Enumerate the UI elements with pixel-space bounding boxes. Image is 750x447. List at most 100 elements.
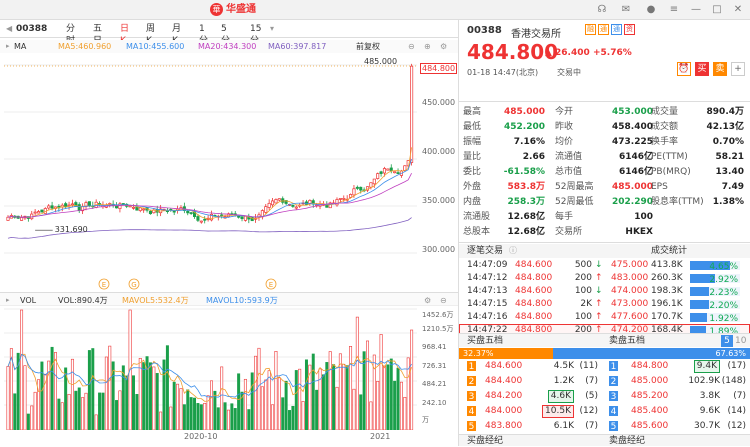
menu-icon[interactable]: ≡	[669, 4, 679, 15]
plus-icon[interactable]: ⊕	[424, 42, 431, 51]
bid-level[interactable]: 4 484.000 10.5K (12)	[459, 405, 604, 418]
bid-size: 10.5K	[542, 405, 574, 418]
badge: 通	[611, 24, 622, 35]
trade-volume: 100	[574, 286, 592, 296]
volume-bar	[16, 352, 20, 430]
stat-row: 振幅 7.16% 均价 473.225 换手率 0.70%	[459, 136, 750, 149]
volume-bar	[386, 364, 390, 430]
bid-level[interactable]: 2 484.400 1.2K (7)	[459, 375, 604, 388]
settings-icon[interactable]: ⚙	[440, 42, 448, 51]
price-tick: 400.000	[422, 147, 456, 156]
bid-orders: (7)	[585, 421, 598, 431]
candle	[396, 172, 400, 174]
stats-title[interactable]: 成交统计	[651, 246, 688, 256]
ask-level[interactable]: 4 485.400 9.6K (14)	[605, 405, 750, 418]
message-icon[interactable]: ✉	[621, 4, 631, 15]
bid-level-number: 1	[467, 361, 476, 372]
volume-bar	[77, 387, 81, 430]
stat-value: 42.13亿	[706, 122, 744, 132]
candlestick-chart[interactable]: 331.690 485.000 E G E	[4, 55, 417, 292]
trade-volume: 200	[574, 325, 592, 335]
volume-bar	[362, 351, 366, 430]
trade-price: 484.800	[515, 299, 553, 309]
ask-level[interactable]: 2 485.000 102.9K (148)	[605, 375, 750, 388]
trade-time: 14:47:16	[467, 312, 508, 322]
volume-bar	[372, 354, 376, 430]
user-icon[interactable]: ●	[646, 4, 656, 15]
maximize-icon[interactable]: □	[712, 4, 722, 15]
ask-level[interactable]: 1 484.800 9.4K (17)	[605, 360, 750, 373]
stat-pct: 2.92%	[709, 275, 738, 285]
bid-level[interactable]: 1 484.600 4.5K (11)	[459, 360, 604, 373]
volume-bar	[271, 404, 275, 430]
ask-size: 9.6K	[699, 406, 720, 416]
alert-icon[interactable]: ⏰	[677, 62, 691, 76]
volume-bar	[260, 386, 264, 430]
trade-row[interactable]: 14:47:13 484.600 100 ↓ 474.000 198.3K 2.23%	[459, 285, 750, 298]
depth-5-button[interactable]: 5	[721, 335, 733, 347]
volume-tick: 1452.6万	[422, 311, 454, 319]
trade-volume: 500	[574, 260, 592, 270]
candle	[47, 205, 51, 209]
volume-bar	[193, 397, 197, 430]
bid-level[interactable]: 5 483.800 6.1K (7)	[459, 420, 604, 433]
candle	[359, 186, 363, 191]
volume-bar	[104, 356, 108, 430]
volume-bar	[277, 377, 281, 430]
trade-row[interactable]: 14:47:12 484.800 200 ↑ 483.000 260.3K 2.92%	[459, 272, 750, 285]
collapse-icon[interactable]: ◀	[6, 24, 13, 33]
volume-bar	[20, 309, 24, 430]
stat-row: 最低 452.200 昨收 458.400 成交额 42.13亿	[459, 121, 750, 134]
vol-expand-icon[interactable]: ▸	[6, 296, 10, 304]
add-watchlist-icon[interactable]: +	[731, 62, 745, 76]
stat-value: 0.70%	[712, 137, 744, 147]
ask-level[interactable]: 5 485.600 30.7K (12)	[605, 420, 750, 433]
stat-row: 最高 485.000 今开 453.000 成交量 890.4万	[459, 106, 750, 119]
trade-price: 484.800	[515, 312, 553, 322]
vol-close-icon[interactable]: ⊖	[440, 296, 447, 305]
price-change: 26.400	[555, 48, 590, 58]
candle	[338, 198, 342, 200]
headset-icon[interactable]: ☊	[597, 4, 607, 15]
trade-row[interactable]: 14:47:09 484.600 500 ↓ 475.000 413.8K 4.65%	[459, 259, 750, 272]
stat-row: 总股本 12.68亿 交易所 HKEX	[459, 226, 750, 239]
depth-10-button[interactable]: 10	[735, 336, 747, 346]
volume-bar	[403, 396, 407, 430]
up-arrow-icon: ↑	[595, 299, 603, 309]
event-label: E	[102, 281, 106, 289]
minimize-icon[interactable]: —	[691, 4, 701, 15]
volume-bar	[213, 390, 217, 430]
bid-size: 4.6K	[547, 390, 574, 403]
ask-level[interactable]: 3 485.200 3.8K (7)	[605, 390, 750, 403]
trades-title[interactable]: 逐笔交易	[467, 246, 504, 256]
stat-volume: 170.7K	[651, 312, 683, 322]
minus-icon[interactable]: ⊖	[408, 42, 415, 51]
volume-bar	[233, 408, 237, 430]
low-annotation: 331.690	[55, 225, 88, 234]
up-arrow-icon: ↑	[595, 312, 603, 322]
adjust-select[interactable]: 前复权	[356, 42, 380, 51]
volume-chart[interactable]	[4, 307, 417, 430]
candle	[209, 213, 214, 221]
stat-label: 换手率	[651, 137, 679, 147]
volume-bar	[176, 383, 180, 430]
stat-label: PB(MRQ)	[651, 167, 691, 177]
volume-bar	[74, 390, 78, 430]
orderbook-header: 买盘五档 卖盘五档 5 10	[459, 333, 750, 347]
buy-button[interactable]: 买	[695, 62, 709, 76]
trade-row[interactable]: 14:47:15 484.800 2K ↑ 473.000 196.1K 2.20%	[459, 298, 750, 311]
close-icon[interactable]: ✕	[733, 4, 743, 15]
bid-level[interactable]: 3 484.200 4.6K (5)	[459, 390, 604, 403]
vol-label: VOL	[20, 296, 37, 305]
vol-settings-icon[interactable]: ⚙	[424, 296, 432, 305]
trade-status: 交易中	[557, 68, 581, 77]
dropdown-icon[interactable]: ▾	[270, 24, 275, 33]
volume-bar	[101, 392, 105, 430]
candle	[308, 199, 312, 204]
trade-row[interactable]: 14:47:16 484.800 100 ↑ 477.600 170.7K 1.92%	[459, 311, 750, 324]
expand-icon[interactable]: ▸	[6, 42, 10, 50]
date-label: 2021	[370, 432, 391, 441]
candle	[138, 207, 142, 211]
mavol5-line	[7, 353, 412, 402]
sell-button[interactable]: 卖	[713, 62, 727, 76]
